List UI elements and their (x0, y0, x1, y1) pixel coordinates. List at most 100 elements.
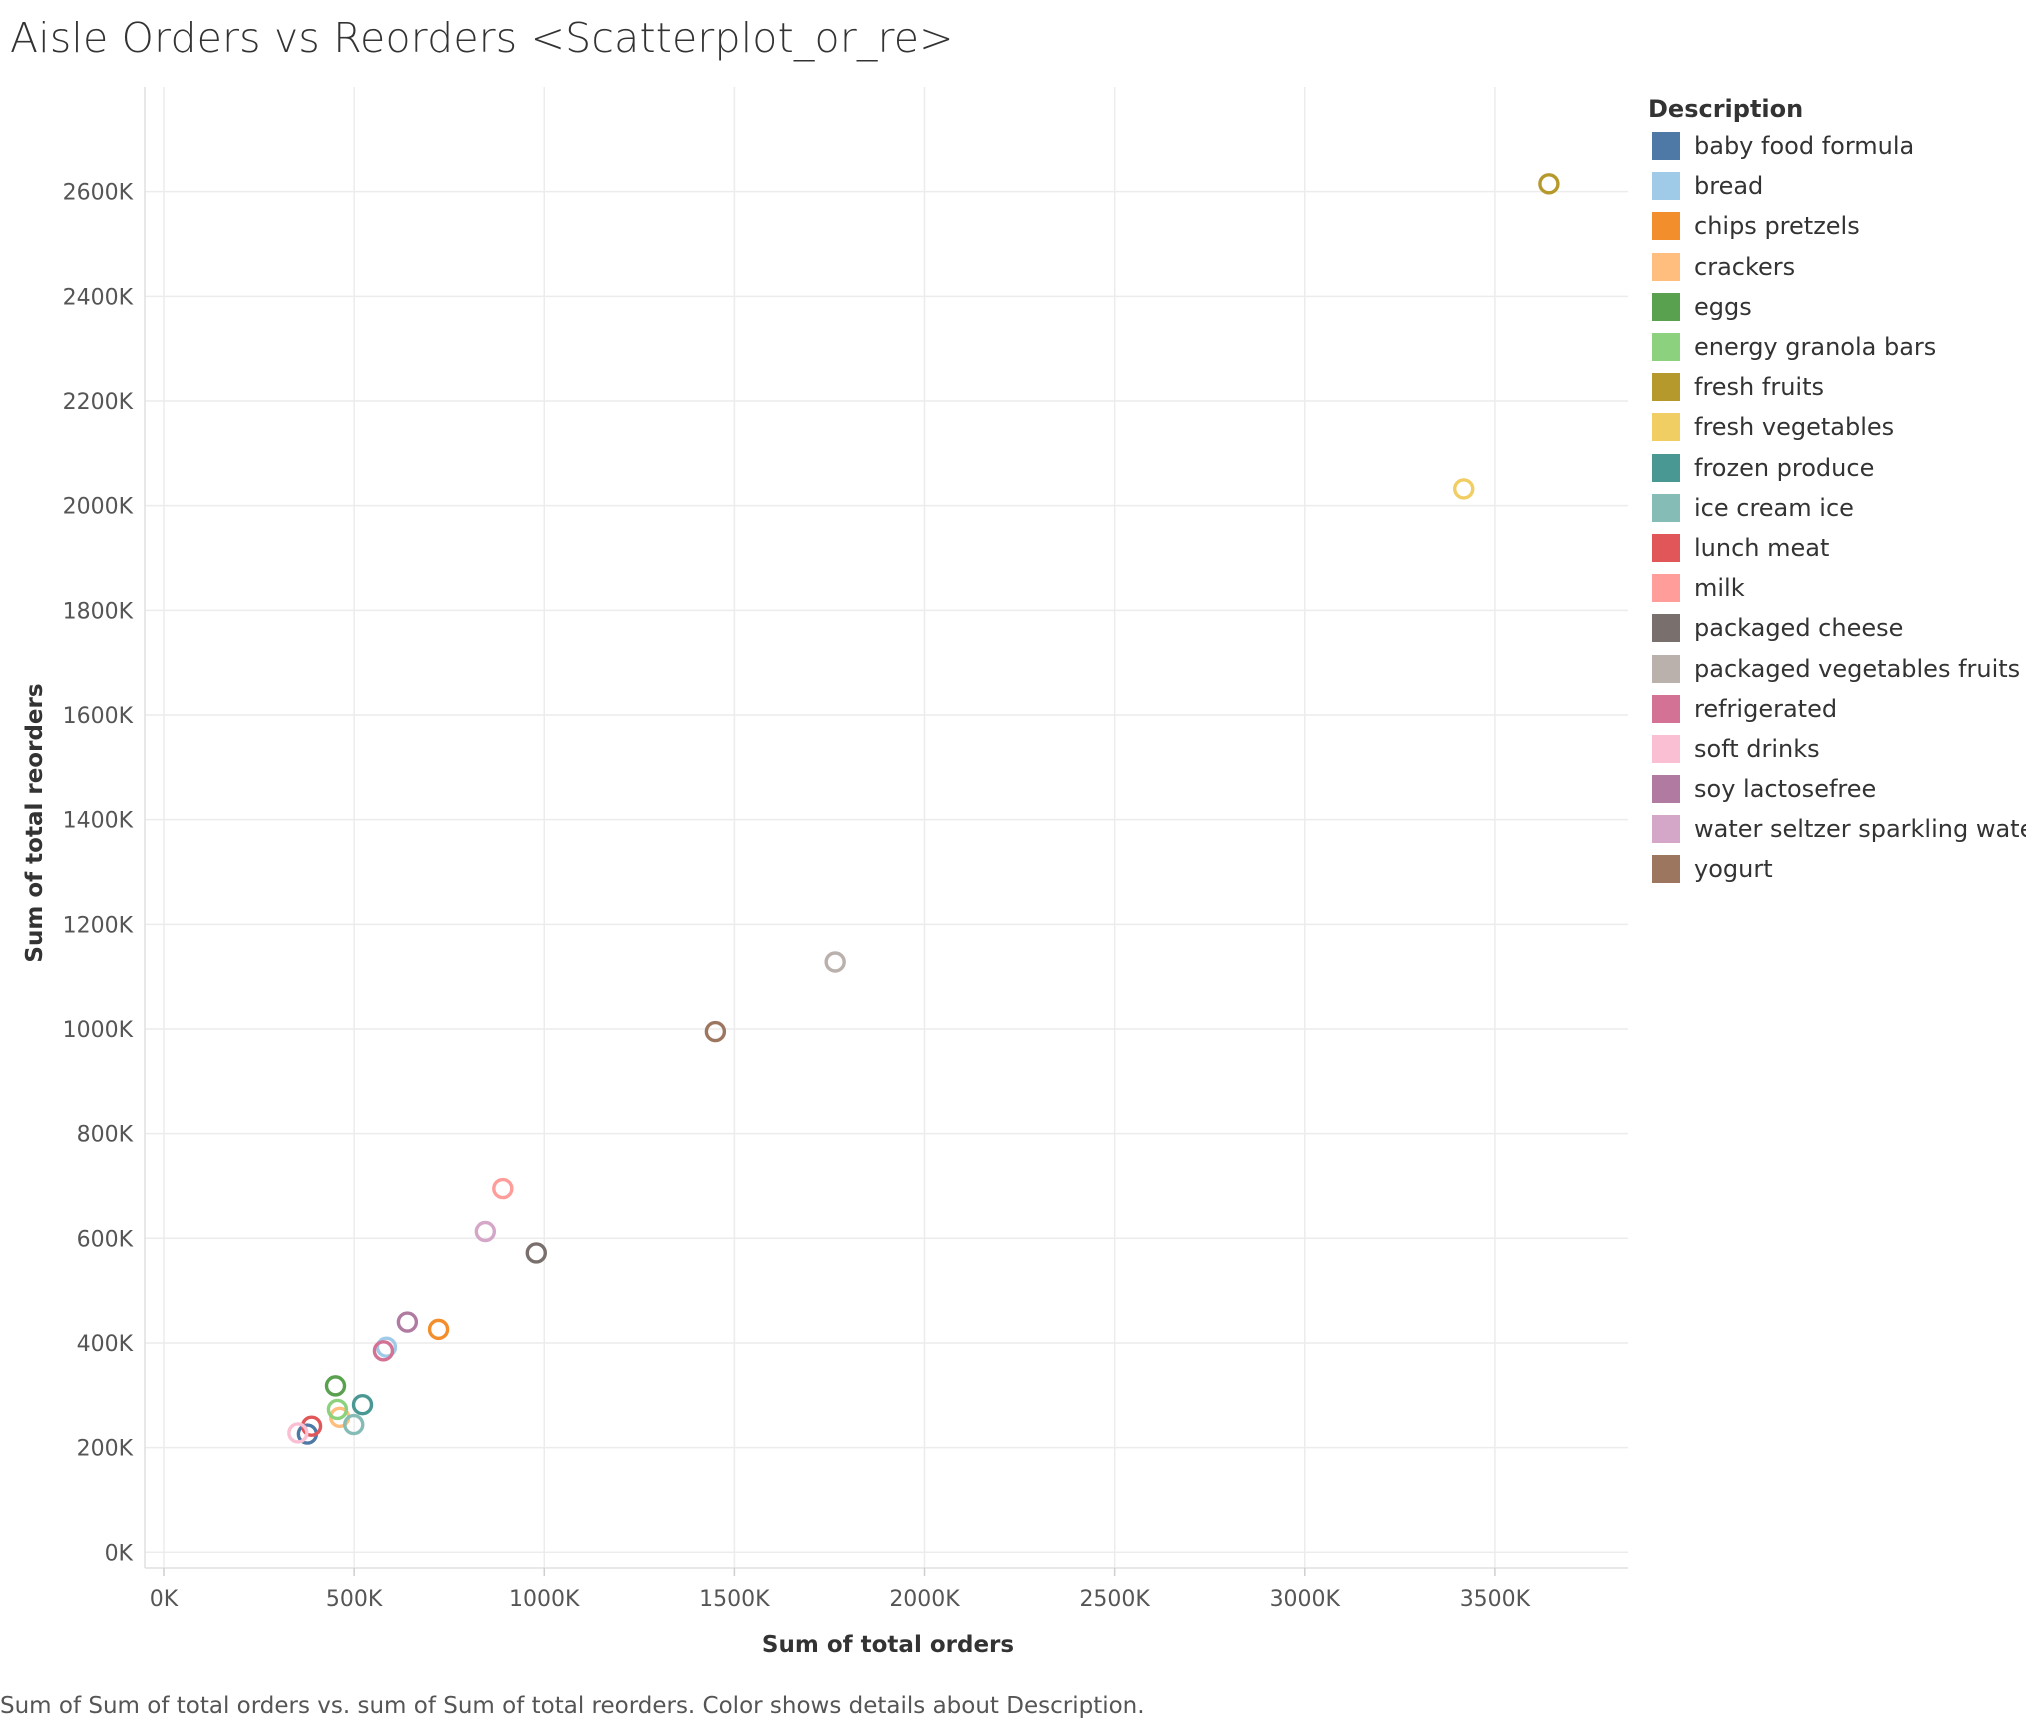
x-tick-label: 3500K (1460, 1587, 1531, 1612)
y-tick-label: 800K (77, 1123, 134, 1148)
point-soy-lactosefree[interactable] (396, 1311, 419, 1333)
point-milk[interactable] (492, 1177, 514, 1200)
legend-label: soft drinks (1694, 734, 1820, 763)
data-points (287, 173, 1560, 1445)
legend-label: fresh fruits (1694, 373, 1825, 402)
legend-item-water-seltzer-sparkling-water[interactable]: water seltzer sparkling water (1648, 809, 2026, 849)
x-tick-label: 2000K (889, 1587, 960, 1612)
x-tick-label: 2500K (1079, 1587, 1150, 1612)
scatter-plot: 0K 200K 400K 600K 800K 1000K 1200K 1400K 1600K 18… (22, 87, 1628, 1658)
y-axis-title: Sum of total reorders (22, 683, 48, 962)
tick-labels: 0K 200K 400K 600K 800K 1000K 1200K 1400K 1600K 18… (63, 181, 1531, 1612)
legend-swatch (1652, 493, 1680, 522)
point-yogurt[interactable] (704, 1020, 727, 1043)
legend-swatch (1652, 654, 1680, 683)
point-fresh-fruits[interactable] (1538, 173, 1560, 195)
x-tick-label: 500K (326, 1587, 383, 1612)
point-packaged-cheese[interactable] (525, 1242, 547, 1264)
legend-swatch (1652, 413, 1680, 442)
legend-item-crackers[interactable]: crackers (1648, 247, 2026, 287)
y-tick-label: 1000K (63, 1018, 134, 1043)
legend: Description baby food formula bread chips … (1648, 92, 2026, 890)
legend-swatch (1652, 333, 1680, 362)
y-tick-label: 2600K (63, 181, 134, 206)
legend-label: bread (1694, 172, 1764, 201)
legend-label: refrigerated (1694, 694, 1838, 723)
point-water-seltzer-sparkling-water[interactable] (474, 1220, 497, 1243)
legend-item-yogurt[interactable]: yogurt (1648, 849, 2026, 889)
legend-swatch (1652, 212, 1680, 241)
point-refrigerated[interactable] (372, 1340, 395, 1362)
x-tick-label: 3000K (1270, 1587, 1341, 1612)
chart-caption: Sum of Sum of total orders vs. sum of Su… (0, 1693, 1145, 1719)
point-fresh-vegetables[interactable] (1453, 478, 1475, 500)
legend-swatch (1652, 694, 1680, 723)
legend-swatch (1652, 734, 1680, 763)
y-tick-label: 1600K (63, 704, 134, 729)
y-tick-label: 2000K (63, 495, 134, 520)
legend-item-eggs[interactable]: eggs (1648, 287, 2026, 327)
point-bread[interactable] (375, 1336, 398, 1358)
legend-item-bread[interactable]: bread (1648, 166, 2026, 206)
legend-label: milk (1694, 574, 1745, 603)
legend-label: lunch meat (1694, 533, 1830, 562)
x-tick-label: 1500K (699, 1587, 770, 1612)
y-tick-label: 600K (77, 1227, 134, 1252)
legend-swatch (1652, 815, 1680, 844)
grid-lines (144, 87, 1628, 1576)
legend-swatch (1652, 132, 1680, 161)
legend-label: packaged cheese (1694, 614, 1904, 643)
y-tick-label: 1400K (63, 809, 134, 834)
point-eggs[interactable] (324, 1375, 347, 1397)
legend-label: fresh vegetables (1694, 413, 1895, 442)
y-tick-label: 1800K (63, 599, 134, 624)
legend-item-fresh-vegetables[interactable]: fresh vegetables (1648, 407, 2026, 447)
legend-swatch (1652, 855, 1680, 884)
legend-label: energy granola bars (1694, 333, 1937, 362)
legend-swatch (1652, 574, 1680, 603)
legend-item-lunch-meat[interactable]: lunch meat (1648, 528, 2026, 568)
y-tick-label: 400K (77, 1332, 134, 1357)
legend-item-ice-cream-ice[interactable]: ice cream ice (1648, 488, 2026, 528)
legend-item-chips-pretzels[interactable]: chips pretzels (1648, 206, 2026, 246)
x-axis-title: Sum of total orders (762, 1632, 1014, 1658)
legend-swatch (1652, 292, 1680, 321)
legend-item-packaged-vegetables-fruits[interactable]: packaged vegetables fruits (1648, 648, 2026, 688)
x-tick-label: 1000K (509, 1587, 580, 1612)
y-tick-label: 0K (105, 1541, 134, 1566)
legend-item-frozen-produce[interactable]: frozen produce (1648, 448, 2026, 488)
y-tick-label: 1200K (63, 913, 134, 938)
legend-swatch (1652, 172, 1680, 201)
legend-label: water seltzer sparkling water (1694, 815, 2026, 844)
point-chips-pretzels[interactable] (427, 1318, 450, 1341)
legend-item-soft-drinks[interactable]: soft drinks (1648, 729, 2026, 769)
legend-swatch (1652, 252, 1680, 281)
legend-label: crackers (1694, 252, 1796, 281)
legend-item-packaged-cheese[interactable]: packaged cheese (1648, 608, 2026, 648)
legend-item-soy-lactosefree[interactable]: soy lactosefree (1648, 769, 2026, 809)
legend-swatch (1652, 614, 1680, 643)
legend-label: chips pretzels (1694, 212, 1860, 241)
legend-item-baby-food-formula[interactable]: baby food formula (1648, 126, 2026, 166)
legend-label: yogurt (1694, 855, 1773, 884)
legend-item-refrigerated[interactable]: refrigerated (1648, 689, 2026, 729)
point-frozen-produce[interactable] (351, 1394, 374, 1416)
legend-label: frozen produce (1694, 453, 1875, 482)
legend-swatch (1652, 775, 1680, 804)
point-soft-drinks[interactable] (287, 1422, 309, 1444)
point-energy-granola-bars[interactable] (326, 1398, 349, 1421)
point-packaged-vegetables-fruits[interactable] (824, 951, 846, 973)
legend-label: eggs (1694, 292, 1752, 321)
legend-swatch (1652, 453, 1680, 482)
y-tick-label: 200K (77, 1437, 134, 1462)
legend-item-energy-granola-bars[interactable]: energy granola bars (1648, 327, 2026, 367)
chart-title: Aisle Orders vs Reorders <Scatterplot_or… (10, 14, 954, 62)
legend-label: baby food formula (1694, 132, 1915, 161)
legend-title: Description (1648, 95, 1804, 123)
legend-label: ice cream ice (1694, 493, 1854, 522)
legend-item-fresh-fruits[interactable]: fresh fruits (1648, 367, 2026, 407)
point-ice-cream-ice[interactable] (343, 1413, 365, 1436)
legend-items: baby food formula bread chips pretzels crac… (1648, 126, 2026, 890)
legend-swatch (1652, 533, 1680, 562)
legend-item-milk[interactable]: milk (1648, 568, 2026, 608)
